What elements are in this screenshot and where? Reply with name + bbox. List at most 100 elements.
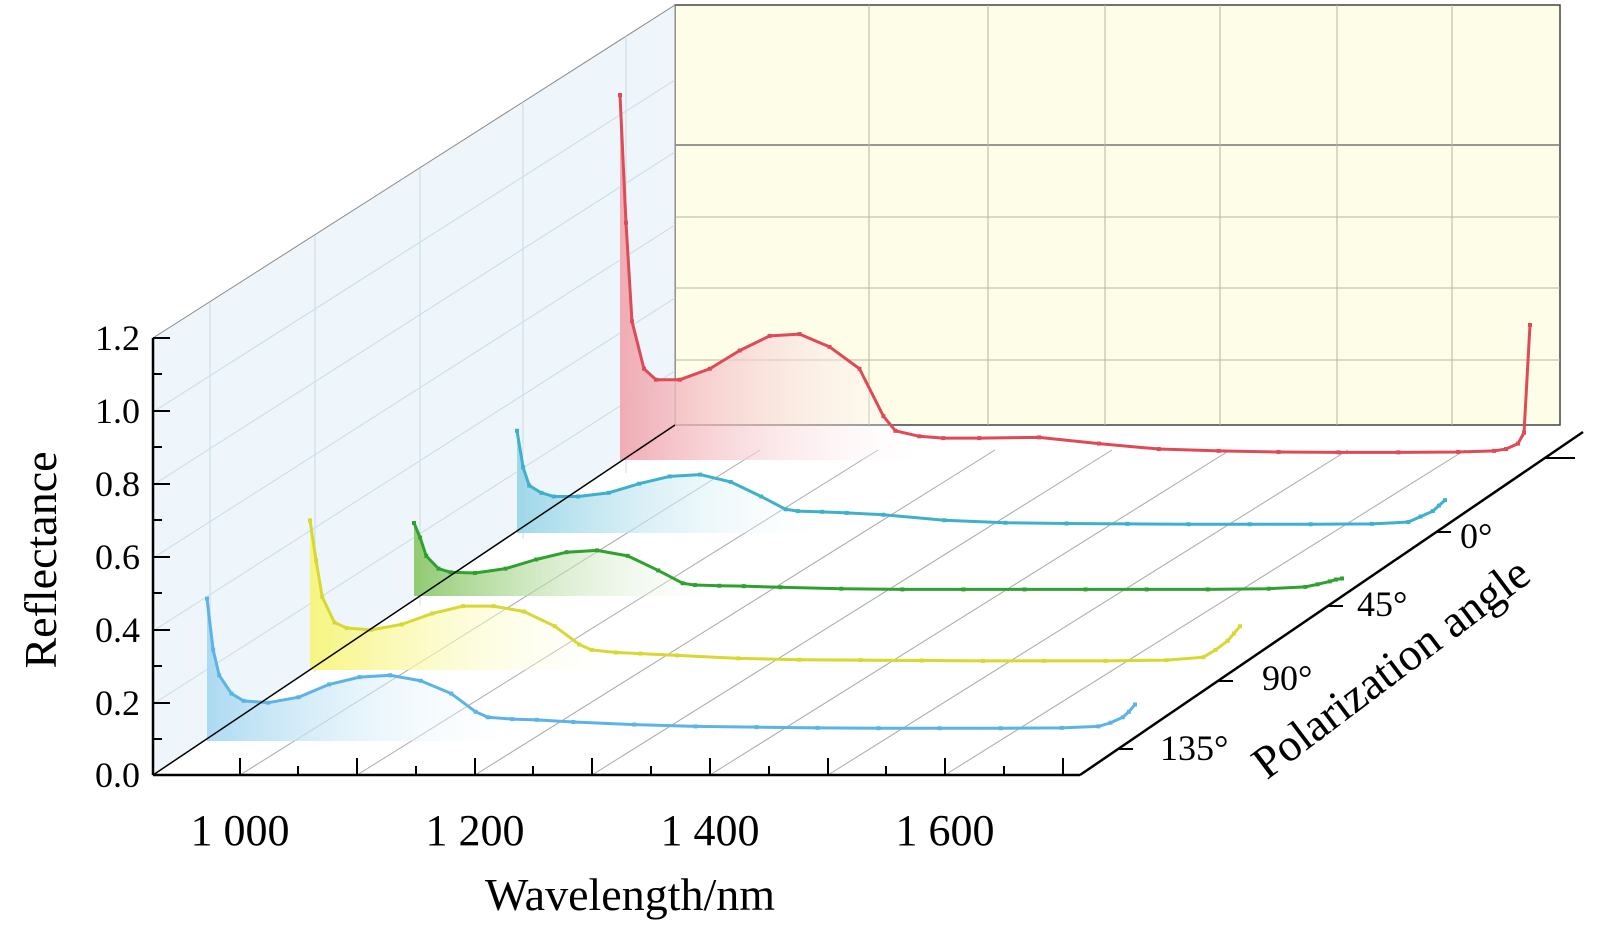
data-point [266,700,271,705]
depth-tick-labels: 135° 90° 45° 0° [1160,516,1492,768]
data-point [1456,449,1461,454]
data-point [977,436,982,441]
data-point [515,428,519,433]
data-point [241,698,246,703]
data-point [369,627,374,632]
data-point [844,510,849,515]
series-fill [517,430,823,533]
x-tick-label: 1 200 [426,806,525,855]
data-point [1213,647,1218,652]
data-point [759,494,764,499]
data-point [1164,658,1169,663]
data-point [1522,430,1527,435]
data-point [1156,447,1161,452]
data-point [754,725,759,730]
data-point [815,725,820,730]
data-point [1225,638,1230,643]
data-point [522,609,527,614]
data-point [1238,624,1242,629]
data-point [1308,522,1313,527]
y-tick-label: 0.4 [95,610,140,650]
data-point [1369,521,1374,526]
data-point [534,717,539,722]
data-point [820,509,825,514]
data-point [1340,576,1344,581]
data-point [473,709,478,714]
data-point [728,479,733,484]
data-point [1059,725,1064,730]
data-point [577,642,582,647]
data-point [1083,587,1088,592]
data-point [827,344,832,349]
data-point [551,494,556,499]
data-point [1126,709,1131,714]
series-0-back [618,93,1532,460]
data-point [473,571,478,576]
series-135 [205,596,1137,741]
data-point [675,653,680,658]
data-point [424,553,429,558]
data-point [1327,579,1332,584]
data-point [1528,322,1532,327]
data-point [1276,449,1281,454]
data-point [344,626,349,631]
data-point [1336,450,1341,455]
series-line [618,94,1532,454]
data-point [539,490,544,495]
x-tick-label: 1 600 [896,806,995,855]
y-tick-label: 0.8 [95,464,140,504]
data-point [1247,522,1252,527]
data-point [1144,587,1149,592]
depth-ticks [1118,457,1575,750]
data-point [917,434,922,439]
data-point [942,518,947,523]
data-point [552,624,557,629]
series-line [412,522,1343,591]
data-point [534,557,539,562]
data-point [1125,521,1130,526]
y-tick-label: 0.6 [95,537,140,577]
data-point [1418,514,1423,519]
data-point [638,651,643,656]
data-point [1064,521,1069,526]
data-point [1504,447,1509,452]
data-point [332,620,337,625]
data-point [637,481,642,486]
data-point [717,583,722,588]
data-point [308,518,312,523]
data-point [1492,448,1497,453]
series-0 [515,428,1447,533]
data-point [1201,655,1206,660]
data-point [1186,522,1191,527]
data-point [217,673,222,678]
data-point [741,584,746,589]
data-point [857,366,862,371]
data-point [1396,450,1401,455]
series-fill [207,598,513,741]
data-point [656,568,661,573]
data-point [737,348,742,353]
series-fill [310,520,616,670]
y-ticks [153,337,170,776]
data-point [320,595,325,599]
data-point [503,566,508,571]
data-point [961,587,966,592]
data-point [314,558,319,563]
data-point [625,553,630,558]
data-point [881,512,886,517]
data-point [1133,702,1137,707]
data-point [521,465,526,470]
series-layer [205,93,1532,741]
data-point [430,611,435,616]
data-point [1003,520,1008,525]
x-ticks [239,758,1064,775]
data-point [296,695,301,700]
data-point [667,474,672,479]
data-point [632,722,637,727]
data-point [783,507,788,512]
data-point [1096,724,1101,729]
data-point [653,377,658,382]
data-point [527,483,532,488]
data-point [1333,577,1338,582]
